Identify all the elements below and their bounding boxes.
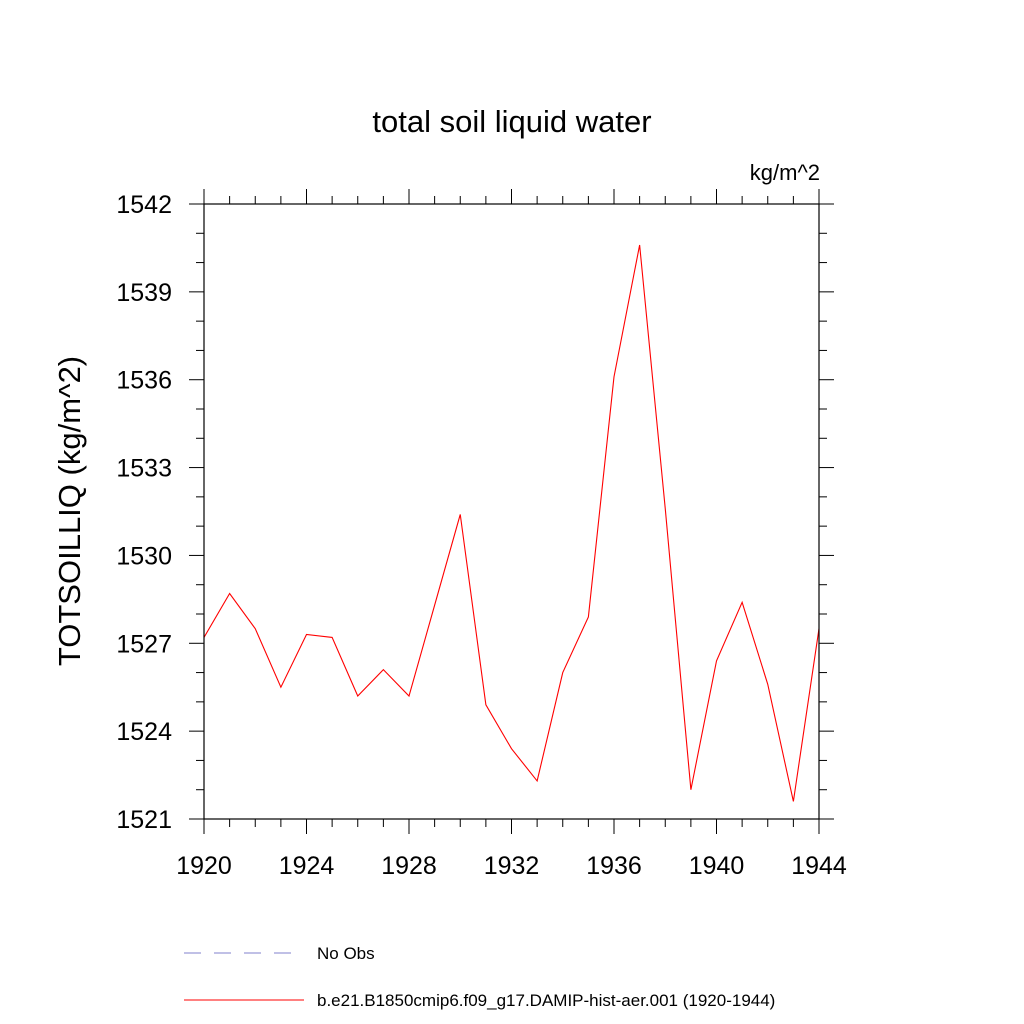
x-tick-label: 1936 xyxy=(586,852,642,880)
x-tick-label: 1944 xyxy=(791,852,847,880)
y-tick-label: 1533 xyxy=(116,455,172,483)
y-tick-label: 1536 xyxy=(116,367,172,395)
series-layer xyxy=(203,244,820,802)
y-axis-label: TOTSOILLIQ (kg/m^2) xyxy=(52,356,87,666)
y-tick-label: 1524 xyxy=(116,718,172,746)
minor-ticks xyxy=(196,196,827,827)
x-tick-label: 1924 xyxy=(279,852,335,880)
x-tick-label: 1928 xyxy=(381,852,437,880)
chart-title: total soil liquid water xyxy=(372,104,651,139)
legend-label-1: No Obs xyxy=(317,944,375,963)
legend: No Obs b.e21.B1850cmip6.f09_g17.DAMIP-his… xyxy=(184,944,775,1010)
series-line-1 xyxy=(203,244,820,802)
x-tick-label: 1920 xyxy=(176,852,232,880)
y-tick-label: 1527 xyxy=(116,630,172,658)
x-tick-label: 1932 xyxy=(484,852,540,880)
legend-label-2: b.e21.B1850cmip6.f09_g17.DAMIP-hist-aer.… xyxy=(317,991,775,1010)
x-tick-label: 1940 xyxy=(689,852,745,880)
y-tick-label: 1542 xyxy=(116,191,172,219)
y-tick-label: 1539 xyxy=(116,279,172,307)
x-tick-labels: 1920 1924 1928 1932 1936 1940 1944 xyxy=(176,852,847,880)
plot-frame xyxy=(203,203,820,820)
units-label: kg/m^2 xyxy=(750,160,820,185)
y-tick-label: 1521 xyxy=(116,806,172,834)
major-ticks xyxy=(189,189,834,834)
y-tick-labels: 1521 1524 1527 1530 1533 1536 1539 1542 xyxy=(116,191,172,834)
y-tick-label: 1530 xyxy=(116,542,172,570)
